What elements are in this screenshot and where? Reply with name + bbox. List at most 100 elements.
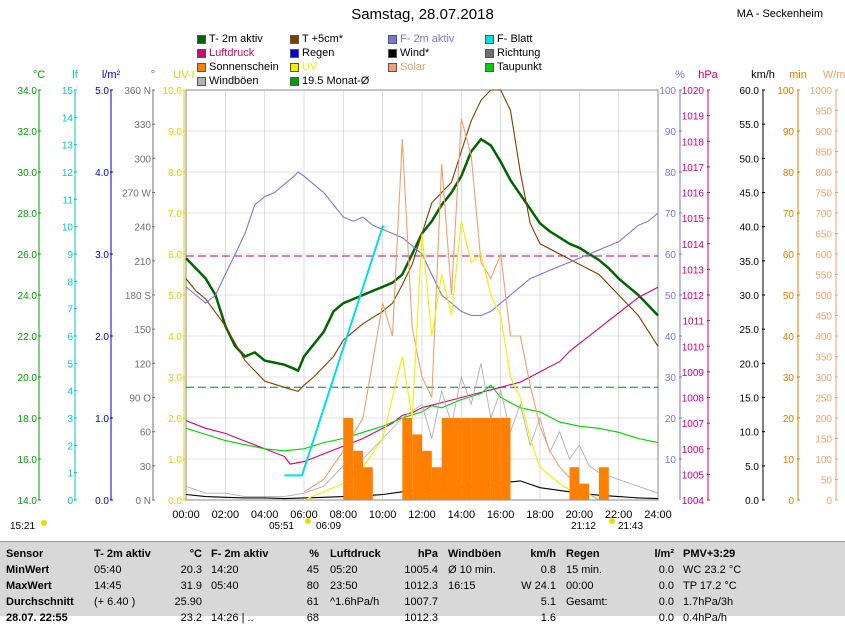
legend-swatch [485, 34, 494, 44]
legend-item: 19.5 Monat-Ø [290, 75, 369, 87]
stats-row-current: 28.07. 22:55 [6, 612, 68, 624]
stats-cell-label: 14:26 | .. [211, 612, 254, 624]
sunset-time: 21:12 [571, 521, 596, 532]
legend-label: 19.5 Monat-Ø [302, 75, 370, 87]
axis-tick-uv: 7.0 [168, 209, 182, 220]
stats-row-min: MinWert [6, 564, 50, 576]
sunshine-bar [412, 434, 422, 500]
stats-cell-value: 5.1 [540, 596, 556, 608]
axis-tick-blatt: 7 [67, 305, 73, 316]
axis-tick-wind: 15.0 [740, 394, 760, 405]
stats-cell-label: 23:50 [330, 580, 358, 592]
axis-tick-hum: 80 [665, 168, 677, 179]
stats-pmv-tp: TP 17.2 °C [683, 580, 737, 592]
legend-item: Richtung [485, 47, 540, 59]
axis-tick-sun: 0 [788, 496, 794, 507]
axis-tick-solar: 450 [815, 312, 832, 323]
axis-tick-solar: 650 [815, 230, 832, 241]
stats-cell-value: 23.2 [180, 612, 202, 624]
sunshine-bar [481, 418, 491, 500]
axis-tick-blatt: 9 [67, 250, 73, 261]
axis-tick-wind: 5.0 [745, 462, 759, 473]
axis-tick-press: 1017 [682, 163, 705, 174]
axis-tick-solar: 600 [815, 250, 832, 261]
legend-label: Richtung [497, 47, 541, 59]
legend-item: UV [290, 61, 317, 73]
axis-tick-solar: 700 [815, 209, 832, 220]
sunshine-bar [441, 418, 452, 500]
x-tick-label: 14:00 [448, 509, 476, 521]
legend-label: F- 2m aktiv [400, 33, 455, 45]
axis-tick-temp: 14.0 [18, 496, 38, 507]
axis-tick-press: 1008 [682, 394, 705, 405]
stats-cell-label: 05:40 [94, 564, 122, 576]
legend-swatch [290, 34, 299, 44]
axis-tick-solar: 800 [815, 168, 832, 179]
stats-cell-label: Ø 10 min. [448, 564, 496, 576]
legend-item: Sonnenschein [197, 61, 279, 73]
stats-cell-label: 14:45 [94, 580, 122, 592]
station-name: MA - Seckenheim [736, 8, 823, 20]
axis-tick-sun: 70 [783, 209, 795, 220]
legend-swatch [290, 62, 299, 72]
x-tick-label: 10:00 [369, 509, 397, 521]
x-tick-label: 22:00 [605, 509, 633, 521]
sunshine-bar [353, 450, 363, 500]
axis-tick-dir: 120 [134, 359, 151, 370]
axis-tick-dir: 90 O [129, 394, 151, 405]
stats-col-wind: Windböen km/h Ø 10 min. 0.8 16:15 W 24.1 5.1 1.… [448, 546, 556, 626]
stats-cell: 1.6 [448, 610, 556, 626]
axis-tick-sun: 40 [783, 332, 795, 343]
axis-tick-press: 1018 [682, 137, 705, 148]
stats-cell-value: 25.90 [174, 596, 202, 608]
stats-col-unit: hPa [417, 548, 438, 560]
axis-tick-sun: 80 [783, 168, 795, 179]
axis-tick-uv: 10.0 [163, 86, 183, 97]
series-line-f-2m-aktiv [185, 171, 659, 317]
stats-cell-value: 0.0 [658, 612, 674, 624]
stats-cell: 14:26 | .. 68 [211, 610, 319, 626]
stats-cell: 23.2 [94, 610, 202, 626]
axis-tick-blatt: 1 [67, 469, 73, 480]
axis-tick-wind: 40.0 [740, 223, 760, 234]
axis-tick-press: 1014 [682, 240, 705, 251]
axis-tick-dir: 300 [134, 154, 151, 165]
legend-label: Windböen [209, 75, 259, 87]
x-tick-label: 24:00 [644, 509, 672, 521]
axis-unit-hum: % [675, 69, 685, 81]
axis-tick-press: 1006 [682, 445, 705, 456]
stats-col-title: Luftdruck [330, 548, 381, 560]
axis-tick-solar: 0 [826, 496, 832, 507]
stats-cell: 5.1 [448, 594, 556, 610]
axis-tick-temp: 22.0 [18, 332, 38, 343]
stats-col-press: Luftdruck hPa 05:20 1005.4 23:50 1012.3 ^1.6hP… [330, 546, 438, 626]
series-line-windb-en [185, 363, 659, 498]
axis-tick-solar: 300 [815, 373, 832, 384]
stats-cell-value: 80 [306, 580, 319, 592]
stats-col-title: T- 2m aktiv [94, 548, 151, 560]
x-tick-label: 16:00 [487, 509, 515, 521]
axis-tick-temp: 30.0 [18, 168, 38, 179]
axis-tick-uv: 6.0 [168, 250, 182, 261]
axis-tick-uv: 4.0 [168, 332, 182, 343]
stats-col-header: Regen l/m² [566, 546, 674, 562]
axis-tick-sun: 100 [777, 86, 794, 97]
stats-cell: 05:20 1005.4 [330, 562, 438, 578]
axis-tick-dir: 180 S [125, 291, 151, 302]
axis-tick-rain: 0.0 [95, 496, 109, 507]
axis-tick-press: 1011 [682, 317, 704, 328]
axis-tick-rain: 1.0 [95, 414, 109, 425]
axis-tick-solar: 500 [815, 291, 832, 302]
dawn-time: 06:09 [316, 521, 341, 532]
stats-cell: ^1.6hPa/h 1007.7 [330, 594, 438, 610]
legend-swatch [388, 62, 397, 72]
axis-tick-dir: 60 [140, 428, 152, 439]
axis-tick-blatt: 2 [67, 441, 73, 452]
legend-swatch [197, 62, 206, 72]
stats-cell-value: 0.0 [658, 580, 674, 592]
stats-pmv-wc: WC 23.2 °C [683, 564, 742, 576]
legend-swatch [290, 76, 299, 86]
sunshine-bar [500, 418, 511, 500]
axis-tick-hum: 50 [665, 291, 677, 302]
legend-label: Solar [400, 61, 426, 73]
